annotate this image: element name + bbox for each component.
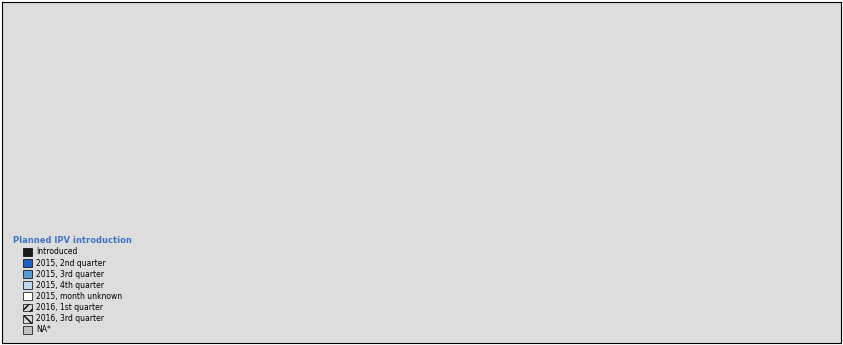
- Legend: Introduced, 2015, 2nd quarter, 2015, 3rd quarter, 2015, 4th quarter, 2015, month: Introduced, 2015, 2nd quarter, 2015, 3rd…: [10, 233, 135, 337]
